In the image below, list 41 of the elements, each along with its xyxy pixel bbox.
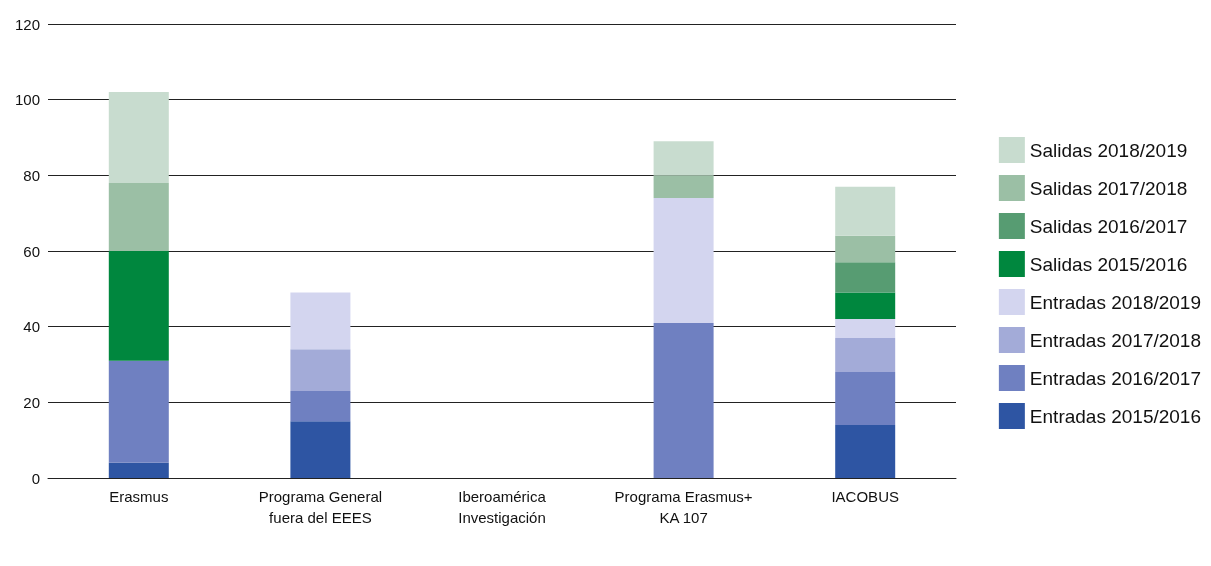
bar — [835, 262, 896, 293]
legend-label: Salidas 2017/2018 — [1029, 177, 1188, 199]
bar — [653, 175, 714, 199]
y-tick-label: 80 — [23, 166, 40, 184]
bar — [835, 186, 896, 236]
y-tick-label: 60 — [23, 242, 40, 260]
y-tick-label: 120 — [14, 15, 40, 33]
bar — [653, 141, 714, 176]
legend-label: Salidas 2016/2017 — [1029, 215, 1188, 237]
bar — [653, 322, 714, 478]
bar — [108, 182, 169, 251]
legend-label: Salidas 2015/2016 — [1029, 253, 1188, 275]
bar — [108, 462, 169, 478]
y-tick-label: 20 — [23, 393, 40, 411]
legend-label: Entradas 2018/2019 — [1029, 291, 1201, 313]
bar — [835, 235, 896, 263]
y-tick-label: 100 — [14, 91, 40, 109]
bar — [108, 360, 169, 463]
bar — [290, 292, 351, 350]
x-tick-label: IACOBUS — [831, 488, 899, 505]
legend-label: Entradas 2016/2017 — [1029, 367, 1201, 389]
bar — [108, 92, 169, 183]
legend-label: Salidas 2018/2019 — [1029, 139, 1188, 161]
x-tick-label: Iberoamérica Investigación — [458, 488, 547, 526]
bar — [653, 198, 714, 323]
bar — [290, 390, 351, 422]
x-tick-label: Erasmus — [109, 488, 169, 505]
x-tick-label: Programa General fuera del EEES — [258, 488, 383, 526]
legend-label: Entradas 2017/2018 — [1029, 329, 1201, 351]
x-tick-label: Programa Erasmus+ KA 107 — [614, 488, 753, 526]
bar — [835, 372, 896, 426]
bar — [290, 421, 351, 478]
y-tick-label: 40 — [23, 318, 40, 336]
bar — [835, 338, 896, 373]
bar — [835, 319, 896, 339]
bar — [835, 425, 896, 478]
bar — [290, 349, 351, 391]
y-tick-label: 0 — [31, 469, 40, 487]
legend-label: Entradas 2015/2016 — [1029, 405, 1201, 427]
bar — [108, 251, 169, 361]
bar — [835, 292, 896, 320]
